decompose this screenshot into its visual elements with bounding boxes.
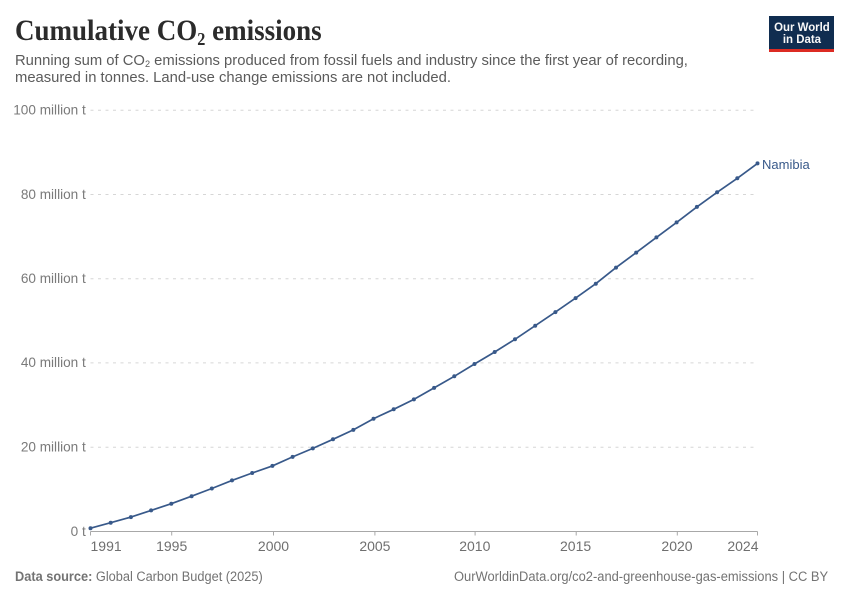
svg-text:1995: 1995: [156, 538, 187, 554]
svg-text:2000: 2000: [258, 538, 289, 554]
svg-text:0 t: 0 t: [71, 524, 86, 539]
svg-text:40 million t: 40 million t: [21, 355, 86, 370]
svg-text:60 million t: 60 million t: [21, 271, 86, 286]
svg-text:Namibia: Namibia: [762, 157, 810, 172]
svg-text:2005: 2005: [359, 538, 390, 554]
svg-text:100 million t: 100 million t: [13, 103, 86, 118]
svg-text:20 million t: 20 million t: [21, 440, 86, 455]
svg-text:2010: 2010: [459, 538, 490, 554]
svg-text:2024: 2024: [727, 538, 758, 554]
svg-text:1991: 1991: [91, 538, 122, 554]
svg-text:80 million t: 80 million t: [21, 187, 86, 202]
svg-text:2015: 2015: [560, 538, 591, 554]
svg-text:2020: 2020: [661, 538, 692, 554]
